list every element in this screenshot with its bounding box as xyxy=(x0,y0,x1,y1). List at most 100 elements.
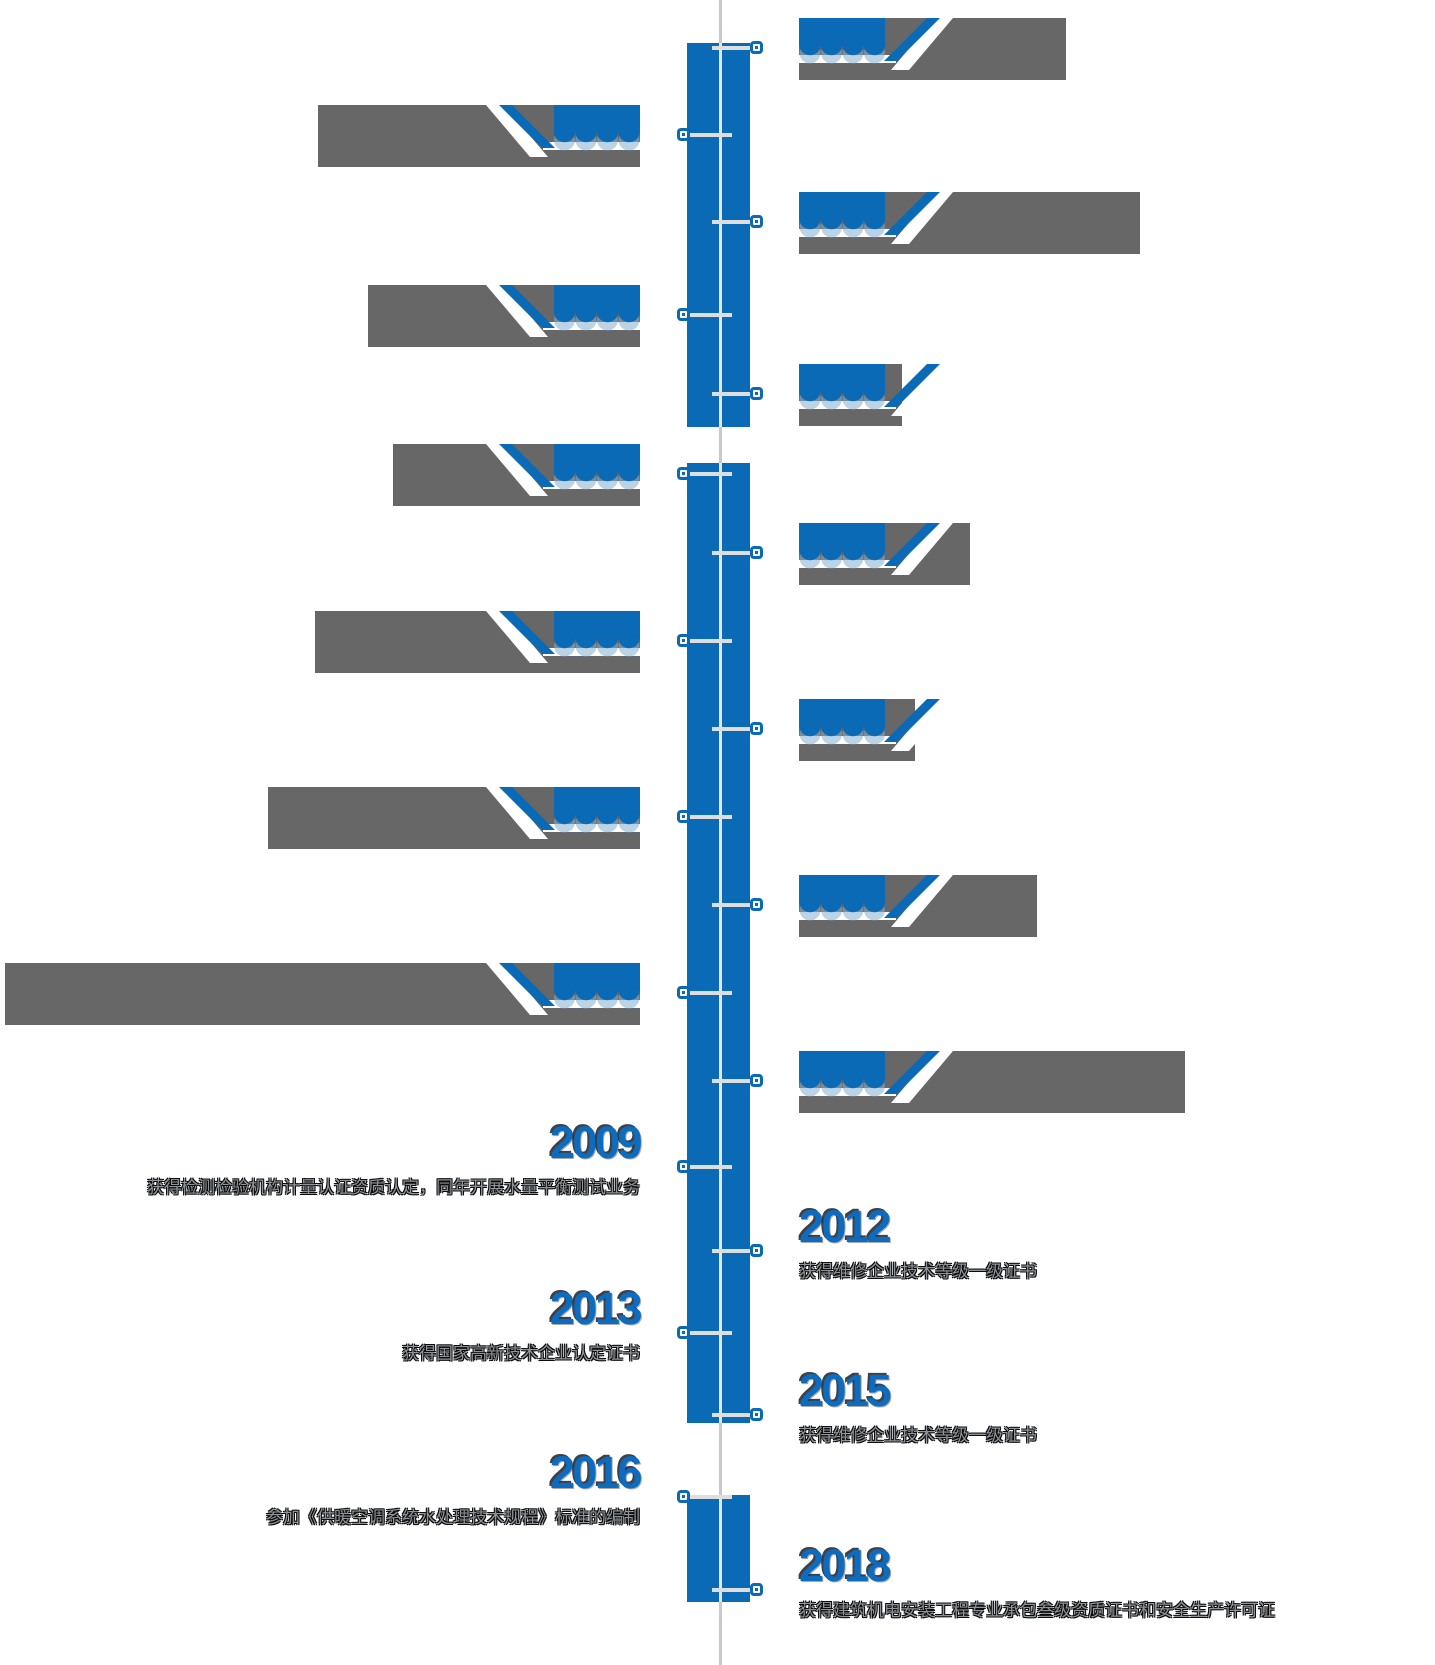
milestone-entry xyxy=(318,105,640,167)
timeline-tick xyxy=(712,1413,752,1417)
timeline-node-icon xyxy=(750,898,763,911)
timeline-node-icon xyxy=(750,215,763,228)
timeline-bar-segment xyxy=(687,43,750,427)
timeline-node-icon xyxy=(750,546,763,559)
milestone-description: 参加《供暖空调系统水处理技术规程》标准的编制 xyxy=(266,1508,640,1527)
milestone-entry: 2015 获得维修企业技术等级一级证书 xyxy=(799,1365,1435,1453)
year-label: 2012 xyxy=(799,1201,892,1252)
timeline-node-icon xyxy=(677,1326,690,1339)
timeline-tick xyxy=(687,1331,732,1335)
year-swoosh-graphic xyxy=(799,1051,979,1115)
milestone-entry xyxy=(368,285,640,347)
year-swoosh-graphic xyxy=(460,611,640,675)
node-center-dot xyxy=(755,1413,758,1416)
node-center-dot xyxy=(755,1588,758,1591)
milestone-description: 获得检测检验机构计量认证资质认定，同年开展水量平衡测试业务 xyxy=(147,1178,640,1197)
milestone-entry: 2012 获得维修企业技术等级一级证书 xyxy=(799,1201,1435,1289)
milestone-entry xyxy=(799,1051,1185,1113)
year-swoosh-graphic xyxy=(799,192,979,256)
timeline-tick xyxy=(687,815,732,819)
milestone-description: 获得国家高新技术企业认定证书 xyxy=(402,1344,640,1363)
node-center-dot xyxy=(682,1495,685,1498)
node-center-dot xyxy=(682,313,685,316)
milestone-entry xyxy=(268,787,640,849)
timeline-node-icon xyxy=(750,387,763,400)
node-center-dot xyxy=(755,727,758,730)
timeline-tick xyxy=(712,1588,752,1592)
milestone-description: 获得建筑机电安装工程专业承包叁级资质证书和安全生产许可证 xyxy=(799,1601,1275,1620)
timeline-tick xyxy=(687,133,732,137)
milestone-entry: 2009 获得检测检验机构计量认证资质认定，同年开展水量平衡测试业务 xyxy=(0,1117,643,1205)
timeline-node-icon xyxy=(750,1244,763,1257)
timeline-node-icon xyxy=(750,41,763,54)
year-swoosh-graphic xyxy=(799,18,979,82)
milestone-description: 获得维修企业技术等级一级证书 xyxy=(799,1262,1037,1281)
year-swoosh-graphic xyxy=(460,963,640,1027)
axis-line-over-bar xyxy=(719,463,722,1423)
timeline-tick xyxy=(687,1495,732,1499)
node-center-dot xyxy=(682,1331,685,1334)
timeline-node-icon xyxy=(677,467,690,480)
year-label: 2016 xyxy=(549,1447,643,1498)
year-label: 2018 xyxy=(799,1540,892,1591)
timeline-node-icon xyxy=(677,1490,690,1503)
milestone-entry xyxy=(799,364,953,426)
timeline-tick xyxy=(712,220,752,224)
milestone-entry xyxy=(799,875,1037,937)
milestone-entry xyxy=(799,18,1066,80)
milestone-entry xyxy=(315,611,640,673)
timeline-bar-segment xyxy=(687,463,750,1423)
milestone-entry xyxy=(799,192,1140,254)
milestone-entry xyxy=(799,699,953,761)
timeline-node-icon xyxy=(677,634,690,647)
year-label: 2009 xyxy=(549,1117,643,1168)
year-swoosh-graphic xyxy=(799,875,979,939)
timeline-tick xyxy=(712,551,752,555)
timeline-node-icon xyxy=(677,308,690,321)
node-center-dot xyxy=(755,903,758,906)
year-swoosh-graphic xyxy=(799,364,979,428)
milestone-entry: 2016 参加《供暖空调系统水处理技术规程》标准的编制 xyxy=(0,1447,643,1535)
timeline-tick xyxy=(712,727,752,731)
timeline-tick xyxy=(687,313,732,317)
node-center-dot xyxy=(682,815,685,818)
timeline-node-icon xyxy=(750,1074,763,1087)
timeline-tick xyxy=(712,1079,752,1083)
year-swoosh-graphic xyxy=(799,699,979,763)
node-center-dot xyxy=(755,551,758,554)
axis-line-over-bar xyxy=(719,43,722,427)
year-swoosh-graphic xyxy=(799,523,979,587)
milestone-entry: 2018 获得建筑机电安装工程专业承包叁级资质证书和安全生产许可证 xyxy=(799,1540,1435,1628)
timeline-node-icon xyxy=(677,810,690,823)
timeline-node-icon xyxy=(750,722,763,735)
node-center-dot xyxy=(682,639,685,642)
year-label: 2015 xyxy=(799,1365,892,1416)
year-label: 2013 xyxy=(549,1283,643,1334)
node-center-dot xyxy=(755,1249,758,1252)
milestone-entry xyxy=(393,444,640,506)
timeline-tick xyxy=(712,46,752,50)
milestone-entry: 2013 获得国家高新技术企业认定证书 xyxy=(0,1283,643,1371)
timeline-tick xyxy=(687,639,732,643)
node-center-dot xyxy=(755,220,758,223)
timeline-tick xyxy=(712,1249,752,1253)
year-swoosh-graphic xyxy=(460,787,640,851)
milestone-description: 获得维修企业技术等级一级证书 xyxy=(799,1426,1037,1445)
timeline-tick xyxy=(712,392,752,396)
node-center-dot xyxy=(682,133,685,136)
timeline-node-icon xyxy=(750,1408,763,1421)
year-swoosh-graphic xyxy=(460,285,640,349)
timeline-tick xyxy=(712,903,752,907)
timeline-node-icon xyxy=(750,1583,763,1596)
node-center-dot xyxy=(755,392,758,395)
year-swoosh-graphic xyxy=(460,105,640,169)
node-center-dot xyxy=(682,991,685,994)
node-center-dot xyxy=(755,46,758,49)
milestone-entry xyxy=(799,523,970,585)
timeline-tick xyxy=(687,991,732,995)
timeline-bar-segment xyxy=(687,1495,750,1602)
node-center-dot xyxy=(682,472,685,475)
timeline-node-icon xyxy=(677,986,690,999)
timeline-tick xyxy=(687,1165,732,1169)
